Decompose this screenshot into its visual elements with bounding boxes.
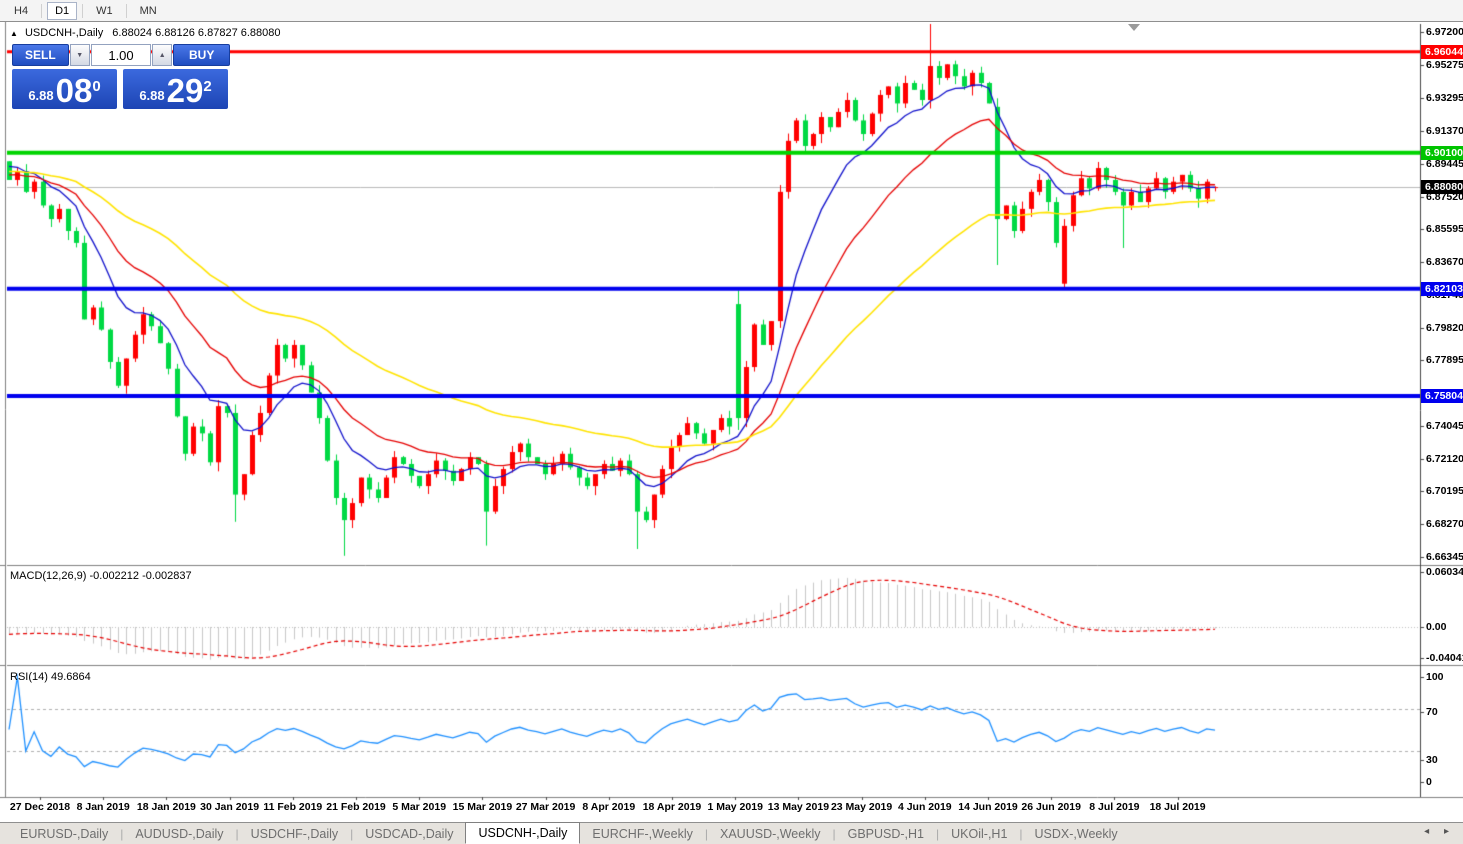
chart-title: ▲ USDCNH-,Daily 6.88024 6.88126 6.87827 … xyxy=(10,27,281,39)
date-tick-label: 15 Mar 2019 xyxy=(452,801,513,813)
tab-separator: | xyxy=(936,827,940,841)
one-click-trading-panel: SELL ▼ 1.00 ▲ BUY 6.88 08 0 6.88 29 2 xyxy=(12,44,230,109)
price-tick-label: 6.95275 xyxy=(1426,58,1463,71)
tab-scroll-arrows[interactable]: ◂ ▸ xyxy=(1424,826,1455,837)
date-tick-label: 13 May 2019 xyxy=(767,801,830,813)
price-tick-label: 6.85595 xyxy=(1426,223,1463,236)
chart-tab-eurchf[interactable]: EURCHF-,Weekly xyxy=(592,827,693,841)
price-tick-label: 6.72120 xyxy=(1426,452,1463,465)
date-tick-label: 14 Jun 2019 xyxy=(958,801,1018,813)
price-tick-label: 6.91370 xyxy=(1426,125,1463,138)
date-tick-label: 21 Feb 2019 xyxy=(326,801,386,813)
price-tick-label: 6.97200 xyxy=(1426,26,1463,38)
date-tick-label: 1 May 2019 xyxy=(707,801,763,813)
tab-separator: | xyxy=(832,827,836,841)
chart-tab-bar: EURUSD-,Daily | AUDUSD-,Daily | USDCHF-,Dail… xyxy=(0,822,1463,844)
sell-price-big: 08 xyxy=(55,72,93,109)
rsi-label: RSI(14) 49.6864 xyxy=(10,671,91,683)
chart-ohlc-values: 6.88024 6.88126 6.87827 6.88080 xyxy=(112,27,281,39)
tab-separator: | xyxy=(704,827,708,841)
chart-marker-icon xyxy=(1128,24,1140,31)
price-tick-label: 6.89445 xyxy=(1426,157,1463,170)
chart-tab-usdchf[interactable]: USDCHF-,Daily xyxy=(250,827,339,841)
chart-tab-xauusd[interactable]: XAUUSD-,Weekly xyxy=(720,827,821,841)
price-tick-label: 6.74045 xyxy=(1426,419,1463,432)
indicator-tick-label: 0 xyxy=(1426,776,1432,788)
tab-separator: | xyxy=(350,827,354,841)
tab-separator: | xyxy=(120,827,124,841)
date-tick-label: 8 Apr 2019 xyxy=(582,801,636,813)
indicator-tick-label: 70 xyxy=(1426,706,1438,718)
price-tick-label: 6.93295 xyxy=(1426,92,1463,105)
price-tick-label: 6.77895 xyxy=(1426,354,1463,367)
toolbar-separator xyxy=(125,3,127,18)
buy-price-sup: 2 xyxy=(203,78,212,95)
toolbar-separator xyxy=(41,3,43,18)
buy-price-big: 29 xyxy=(166,72,204,109)
date-tick-label: 23 May 2019 xyxy=(830,801,893,813)
indicator-tick-label: -0.040415 xyxy=(1426,652,1463,664)
timeframe-button-d1[interactable]: D1 xyxy=(47,1,78,20)
price-line-badge: 6.75804 xyxy=(1421,388,1463,403)
indicator-tick-label: 0.060342 xyxy=(1426,566,1463,578)
title-collapse-icon[interactable]: ▲ xyxy=(10,29,18,38)
volume-increase-button[interactable]: ▲ xyxy=(152,44,173,66)
date-tick-label: 27 Dec 2018 xyxy=(9,801,71,813)
indicator-tick-label: 0.00 xyxy=(1426,621,1447,633)
price-tick-label: 6.66345 xyxy=(1426,550,1463,563)
date-tick-label: 26 Jun 2019 xyxy=(1021,801,1081,813)
chart-tab-gbpusd[interactable]: GBPUSD-,H1 xyxy=(847,827,925,841)
price-line-badge: 6.82103 xyxy=(1421,281,1463,296)
timeframe-button-mn[interactable]: MN xyxy=(139,4,157,17)
sell-price-box[interactable]: 6.88 08 0 xyxy=(12,69,117,109)
chart-tab-usdcnh[interactable]: USDCNH-,Daily xyxy=(465,822,581,844)
chart-tab-usdx[interactable]: USDX-,Weekly xyxy=(1034,827,1118,841)
date-tick-label: 30 Jan 2019 xyxy=(200,801,260,813)
date-tick-label: 8 Jul 2019 xyxy=(1089,801,1140,813)
toolbar-separator xyxy=(82,3,84,18)
price-line-badge: 6.90100 xyxy=(1421,145,1463,160)
date-tick-label: 18 Jan 2019 xyxy=(136,801,196,813)
date-tick-label: 4 Jun 2019 xyxy=(897,801,952,813)
chart-canvas[interactable] xyxy=(0,22,1463,844)
timeframe-button-w1[interactable]: W1 xyxy=(96,4,113,17)
price-line-badge: 6.88080 xyxy=(1421,180,1463,195)
date-tick-label: 8 Jan 2019 xyxy=(76,801,130,813)
price-tick-label: 6.70195 xyxy=(1426,485,1463,498)
date-tick-label: 11 Feb 2019 xyxy=(263,801,323,813)
price-tick-label: 6.79820 xyxy=(1426,321,1463,334)
chart-tab-audusd[interactable]: AUDUSD-,Daily xyxy=(135,827,224,841)
date-tick-label: 5 Mar 2019 xyxy=(392,801,447,813)
indicator-tick-label: 30 xyxy=(1426,754,1438,766)
volume-decrease-button[interactable]: ▼ xyxy=(69,44,90,66)
sell-price-sup: 0 xyxy=(92,78,101,95)
timeframe-toolbar: H4 D1 W1 MN xyxy=(0,0,1463,22)
chart-symbol-label: USDCNH-,Daily xyxy=(24,27,104,39)
volume-input[interactable]: 1.00 xyxy=(90,44,152,66)
buy-price-small: 6.88 xyxy=(139,88,165,103)
chart-tab-ukoil[interactable]: UKOil-,H1 xyxy=(951,827,1008,841)
indicator-tick-label: 100 xyxy=(1426,671,1444,683)
chart-tab-usdcad[interactable]: USDCAD-,Daily xyxy=(365,827,454,841)
chart-tab-eurusd[interactable]: EURUSD-,Daily xyxy=(20,827,109,841)
price-tick-label: 6.68270 xyxy=(1426,518,1463,530)
price-line-badge: 6.96044 xyxy=(1421,44,1463,59)
sell-price-small: 6.88 xyxy=(28,88,54,103)
tab-separator: | xyxy=(1019,827,1023,841)
timeframe-button-h4[interactable]: H4 xyxy=(14,4,29,17)
price-tick-label: 6.83670 xyxy=(1426,256,1463,269)
date-tick-label: 27 Mar 2019 xyxy=(515,801,576,813)
sell-button[interactable]: SELL xyxy=(12,44,69,66)
macd-label: MACD(12,26,9) -0.002212 -0.002837 xyxy=(10,570,192,582)
date-tick-label: 18 Jul 2019 xyxy=(1149,801,1206,813)
buy-button[interactable]: BUY xyxy=(173,44,230,66)
buy-price-box[interactable]: 6.88 29 2 xyxy=(123,69,228,109)
date-tick-label: 18 Apr 2019 xyxy=(642,801,702,813)
tab-separator: | xyxy=(235,827,239,841)
